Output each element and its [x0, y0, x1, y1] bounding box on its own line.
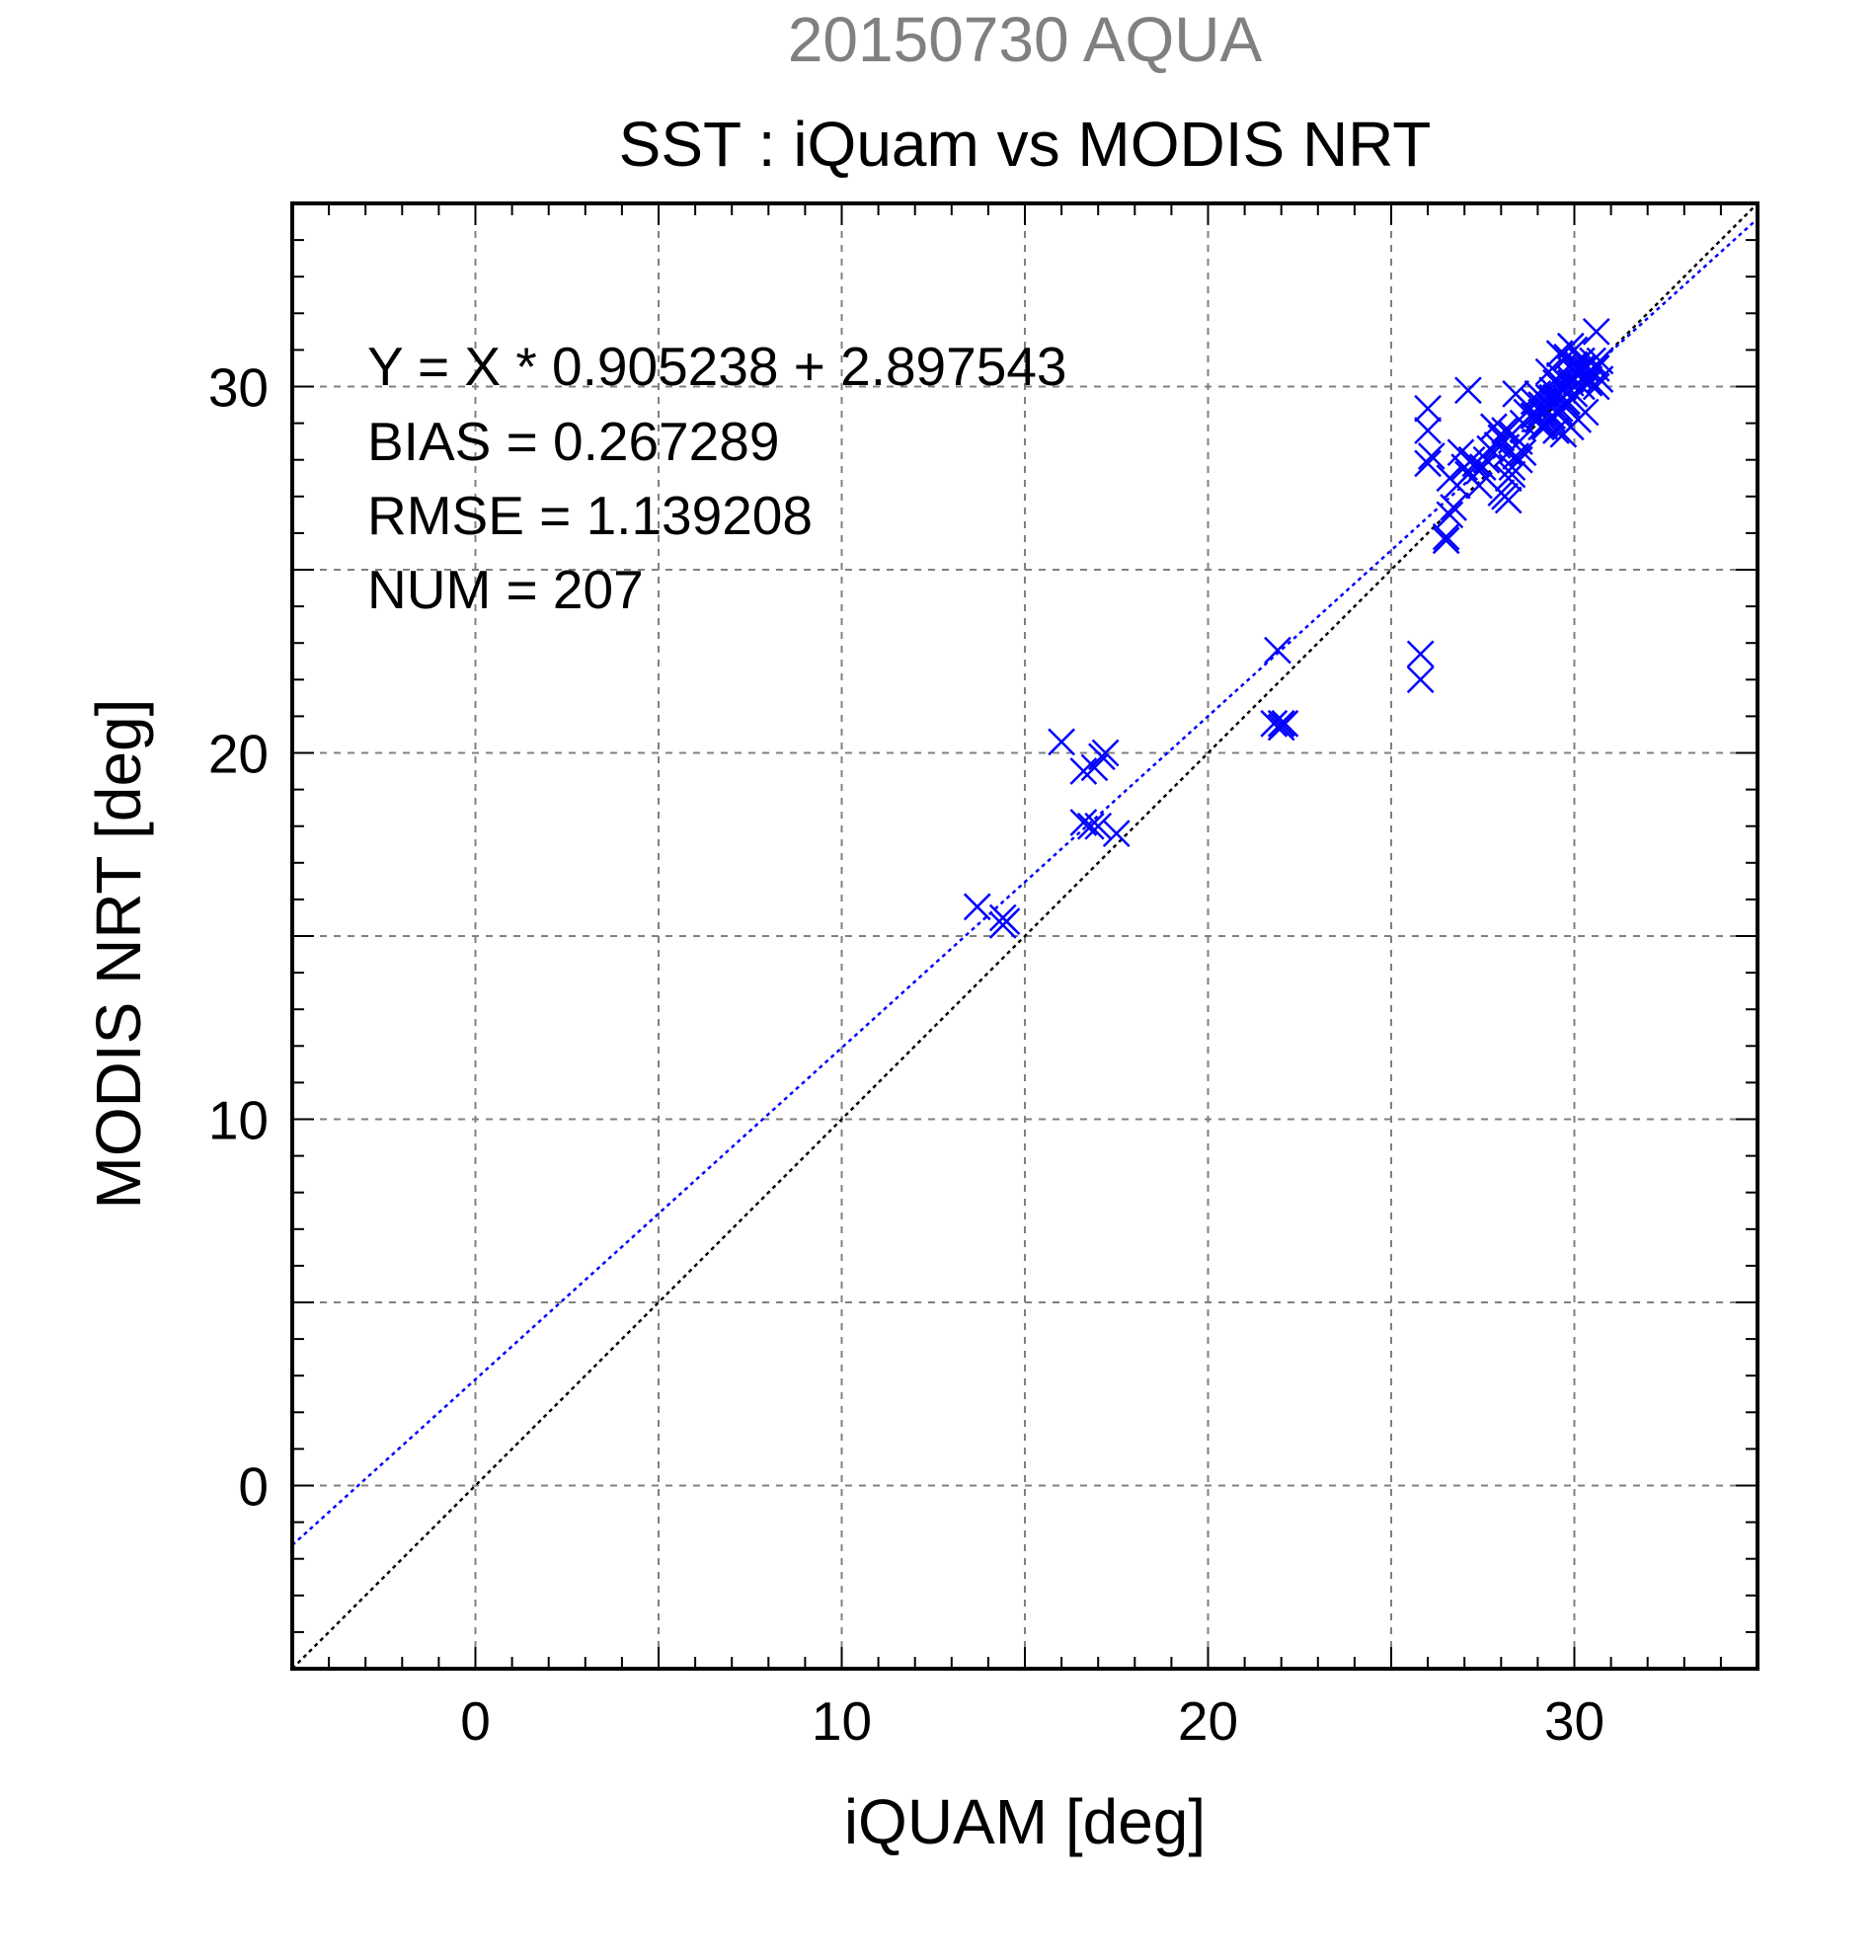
data-point-x-marker — [1505, 445, 1533, 474]
stats-line-num: NUM = 207 — [367, 559, 644, 620]
data-point-x-marker — [1406, 640, 1435, 668]
x-tick-label: 30 — [1544, 1690, 1604, 1752]
data-point-x-marker — [1260, 709, 1289, 738]
data-point-x-marker — [1414, 449, 1442, 478]
data-point-x-marker — [1414, 394, 1442, 423]
data-point-x-marker — [963, 893, 991, 921]
data-point-x-marker — [1472, 445, 1501, 474]
data-point-x-marker — [1571, 398, 1600, 427]
data-point-x-marker — [1465, 471, 1493, 500]
y-tick-label: 30 — [208, 357, 269, 419]
plot-frame — [290, 201, 1759, 1671]
data-point-x-marker — [1494, 464, 1523, 493]
data-point-x-marker — [1091, 739, 1120, 767]
y-tick-label: 10 — [208, 1090, 269, 1151]
data-point-x-marker — [1069, 757, 1098, 785]
data-point-x-marker — [1582, 317, 1610, 346]
y-axis-label: MODIS NRT [deg] — [83, 699, 154, 1210]
data-point-x-marker — [1509, 438, 1537, 467]
identity-line — [291, 202, 1759, 1670]
reference-lines — [291, 202, 1759, 1670]
data-point-x-marker — [1076, 812, 1105, 840]
data-point-x-marker — [1414, 417, 1442, 444]
stats-line-rmse: RMSE = 1.139208 — [367, 485, 813, 546]
data-point-x-marker — [1586, 365, 1614, 393]
stats-annotation: Y = X * 0.905238 + 2.897543 BIAS = 0.267… — [367, 336, 1067, 620]
data-point-x-marker — [1487, 424, 1516, 452]
y-tick-label: 20 — [208, 724, 269, 785]
data-point-x-marker — [1048, 728, 1075, 756]
data-point-x-marker — [988, 910, 1017, 939]
x-tick-label: 20 — [1178, 1690, 1238, 1752]
chart-title: SST : iQuam vs MODIS NRT — [619, 109, 1432, 180]
data-point-x-marker — [1534, 357, 1563, 386]
data-point-x-marker — [1582, 372, 1610, 401]
data-point-x-marker — [1498, 420, 1526, 448]
x-axis-label: iQUAM [deg] — [844, 1786, 1206, 1857]
chart-date-title: 20150730 AQUA — [788, 4, 1263, 75]
data-point-x-marker — [1527, 413, 1555, 441]
data-point-x-marker — [1494, 486, 1523, 514]
stats-line-bias: BIAS = 0.267289 — [367, 411, 779, 472]
data-point-x-marker — [1264, 636, 1291, 665]
stats-line-regression: Y = X * 0.905238 + 2.897543 — [367, 336, 1067, 397]
data-point-x-marker — [1432, 526, 1460, 555]
data-point-x-marker — [1271, 709, 1299, 738]
data-point-x-marker — [1406, 666, 1435, 694]
data-point-x-marker — [1084, 812, 1113, 840]
data-point-x-marker — [1556, 332, 1585, 360]
data-point-x-marker — [1468, 453, 1497, 482]
data-point-x-marker — [1102, 820, 1131, 848]
data-point-x-marker — [1267, 709, 1295, 738]
regression-line — [291, 217, 1759, 1546]
data-point-x-marker — [1454, 376, 1482, 405]
x-tick-label: 0 — [460, 1690, 491, 1752]
data-points — [963, 317, 1614, 939]
data-point-x-marker — [1417, 442, 1446, 470]
tick-labels: 0 10 20 30 0 10 20 30 — [208, 357, 1604, 1753]
data-point-x-marker — [1436, 501, 1464, 529]
y-tick-label: 0 — [238, 1456, 269, 1518]
x-tick-label: 10 — [812, 1690, 872, 1752]
